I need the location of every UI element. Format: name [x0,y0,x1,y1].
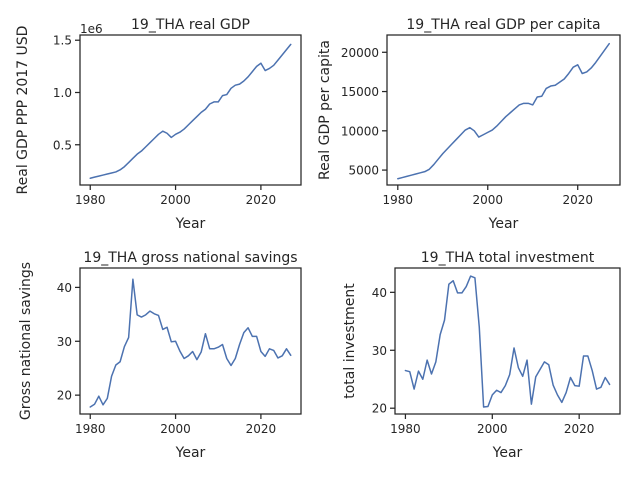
plot-frame [394,267,621,415]
x-tick-label: 2000 [160,422,191,436]
plot-frame [79,267,302,415]
y-axis-label: Real GDP PPP 2017 USD [15,26,31,195]
y-tick-label: 5000 [348,164,379,178]
chart-real-gdp-per-capita: 19_THA real GDP per capita Year Real GDP p… [317,17,621,232]
chart-real-gdp: 19_THA real GDP Year Real GDP PPP 2017 USD… [15,17,302,232]
y-tick-label: 20000 [341,46,379,60]
y-tick-label: 0.5 [53,138,72,152]
y-tick-label: 20 [57,389,72,403]
x-tick-label: 2020 [562,193,593,207]
chart-gross-national-savings: 19_THA gross national savings Year Gross n… [18,250,302,461]
x-tick-label: 1980 [75,193,106,207]
y-axis-label: total investment [342,283,358,399]
plot-frame [386,34,621,186]
y-axis-offset-label: 1e6 [80,22,103,36]
series-line [89,43,292,179]
y-tick-label: 10000 [341,124,379,138]
y-tick-label: 1.0 [53,86,72,100]
series-line [404,275,611,408]
x-tick-label: 2000 [160,193,191,207]
x-tick-label: 2000 [477,422,508,436]
y-tick-label: 15000 [341,85,379,99]
x-tick-label: 1980 [383,193,414,207]
x-tick-label: 1980 [390,422,421,436]
x-tick-label: 2020 [564,422,595,436]
y-axis-label: Gross national savings [18,262,34,420]
x-axis-label: Year [175,216,206,232]
y-tick-label: 40 [372,286,387,300]
y-tick-label: 30 [372,344,387,358]
x-tick-label: 2020 [246,422,277,436]
series-line [397,42,610,180]
x-axis-label: Year [488,216,519,232]
chart-title: 19_THA real GDP per capita [406,17,600,33]
y-tick-label: 30 [57,335,72,349]
plot-frame [79,34,302,186]
series-line [89,278,292,408]
x-tick-label: 1980 [75,422,106,436]
chart-title: 19_THA total investment [421,250,595,266]
y-tick-label: 20 [372,402,387,416]
y-axis-label: Real GDP per capita [317,40,333,180]
x-tick-label: 2020 [246,193,277,207]
chart-title: 19_THA gross national savings [83,250,297,266]
x-axis-label: Year [175,445,206,461]
y-tick-label: 1.5 [53,34,72,48]
chart-total-investment: 19_THA total investment Year total investm… [342,250,621,461]
y-tick-label: 40 [57,281,72,295]
chart-title: 19_THA real GDP [131,17,250,33]
x-tick-label: 2000 [472,193,503,207]
x-axis-label: Year [492,445,523,461]
